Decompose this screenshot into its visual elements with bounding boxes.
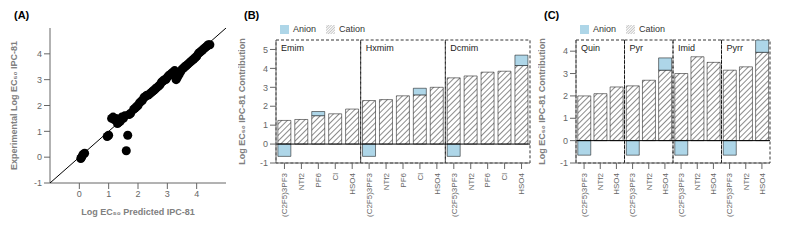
svg-text:0: 0 (563, 136, 568, 146)
svg-text:Cl: Cl (331, 173, 340, 181)
svg-text:NTf2: NTf2 (645, 172, 654, 190)
svg-text:HSO4: HSO4 (348, 172, 357, 194)
svg-text:HSO4: HSO4 (433, 172, 442, 194)
svg-text:1: 1 (106, 189, 111, 199)
svg-text:NTf2: NTf2 (693, 172, 702, 190)
svg-text:2: 2 (563, 91, 568, 101)
html-text:(B): (B) (244, 9, 260, 21)
svg-text:(C2F5)3PF3: (C2F5)3PF3 (628, 172, 637, 217)
svg-text:2: 2 (37, 101, 42, 111)
svg-text:4: 4 (194, 189, 199, 199)
svg-text:Quin: Quin (581, 43, 600, 53)
svg-text:-1: -1 (260, 158, 268, 168)
svg-text:HSO4: HSO4 (709, 172, 718, 194)
svg-text:5: 5 (263, 45, 268, 55)
svg-text:Log EC₅₀ Predicted IPC-81: Log EC₅₀ Predicted IPC-81 (81, 207, 195, 217)
svg-text:0: 0 (37, 152, 42, 162)
html-text:Cation: Cation (639, 24, 665, 34)
svg-text:(C2F5)3PF3: (C2F5)3PF3 (677, 172, 686, 217)
svg-text:Cl: Cl (416, 173, 425, 181)
svg-text:(C2F5)3PF3: (C2F5)3PF3 (725, 172, 734, 217)
svg-text:Hxmim: Hxmim (366, 43, 394, 53)
svg-text:HSO4: HSO4 (661, 172, 670, 194)
svg-text:HSO4: HSO4 (517, 172, 526, 194)
html-text:Anion: Anion (293, 24, 316, 34)
svg-text:PF6: PF6 (314, 172, 323, 187)
html-text:Cation: Cation (339, 24, 365, 34)
svg-text:0: 0 (77, 189, 82, 199)
svg-text:HSO4: HSO4 (758, 172, 767, 194)
svg-text:HSO4: HSO4 (612, 172, 621, 194)
svg-text:(C2F5)3PF3: (C2F5)3PF3 (450, 172, 459, 217)
svg-text:Emim: Emim (281, 43, 304, 53)
svg-text:NTf2: NTf2 (467, 172, 476, 190)
svg-text:Imid: Imid (678, 43, 695, 53)
svg-text:1: 1 (37, 127, 42, 137)
svg-text:3: 3 (37, 75, 42, 85)
svg-text:4: 4 (37, 49, 42, 59)
svg-text:-1: -1 (34, 178, 42, 188)
html-text:(C): (C) (544, 9, 560, 21)
svg-text:(C2F5)3PF3: (C2F5)3PF3 (580, 172, 589, 217)
svg-text:Log EC₅₀ IPC-81 Contribution: Log EC₅₀ IPC-81 Contribution (238, 38, 247, 165)
svg-text:4: 4 (263, 64, 268, 74)
svg-text:Log EC₅₀ IPC-81 Contribution: Log EC₅₀ IPC-81 Contribution (538, 38, 547, 165)
svg-text:PF6: PF6 (483, 172, 492, 187)
svg-text:(C2F5)3PF3: (C2F5)3PF3 (365, 172, 374, 217)
svg-text:Cl: Cl (500, 173, 509, 181)
svg-text:Pyrr: Pyrr (727, 43, 744, 53)
svg-text:Pyr: Pyr (630, 43, 644, 53)
svg-text:3: 3 (563, 69, 568, 79)
svg-text:NTf2: NTf2 (297, 172, 306, 190)
html-text:(A): (A) (14, 9, 30, 21)
svg-text:2: 2 (263, 101, 268, 111)
svg-text:-1: -1 (560, 158, 568, 168)
svg-text:(C2F5)3PF3: (C2F5)3PF3 (280, 172, 289, 217)
svg-text:NTf2: NTf2 (596, 172, 605, 190)
svg-text:NTf2: NTf2 (742, 172, 751, 190)
svg-text:Dcmim: Dcmim (450, 43, 478, 53)
svg-text:PF6: PF6 (399, 172, 408, 187)
svg-text:3: 3 (263, 83, 268, 93)
svg-text:4: 4 (563, 46, 568, 56)
svg-text:1: 1 (563, 113, 568, 123)
svg-text:0: 0 (263, 139, 268, 149)
svg-text:3: 3 (165, 189, 170, 199)
svg-text:1: 1 (263, 120, 268, 130)
svg-text:Experimental Log EC₅₀ IPC-81: Experimental Log EC₅₀ IPC-81 (9, 41, 19, 170)
svg-text:2: 2 (135, 189, 140, 199)
svg-text:NTf2: NTf2 (382, 172, 391, 190)
html-text:Anion: Anion (593, 24, 616, 34)
